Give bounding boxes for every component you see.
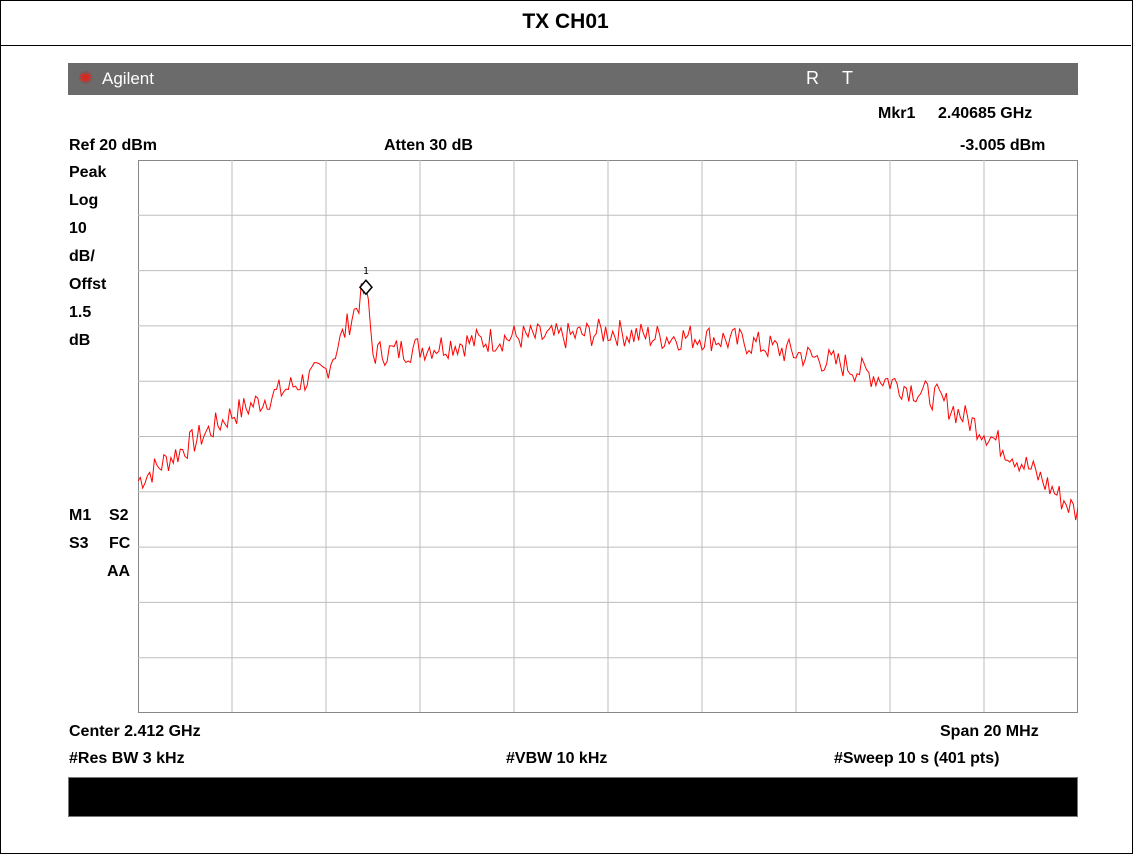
- title-row: TX CH01: [0, 0, 1131, 46]
- marker-frequency: 2.40685 GHz: [938, 105, 1033, 122]
- sweep-time: #Sweep 10 s (401 pts): [834, 750, 1000, 767]
- offset-unit: dB: [69, 332, 91, 349]
- offset-label: Offst: [69, 276, 107, 293]
- spectrum-trace: [138, 283, 1078, 521]
- trace-mode-fc: FC: [109, 535, 131, 552]
- offset-value: 1.5: [69, 304, 92, 321]
- detector-label: Peak: [69, 164, 107, 181]
- analyzer-banner: ✺ Agilent R T: [68, 63, 1078, 95]
- marker-diamond: [358, 279, 373, 296]
- video-bandwidth: #VBW 10 kHz: [506, 750, 608, 767]
- remote-flag: R: [806, 68, 819, 88]
- center-frequency: Center 2.412 GHz: [69, 723, 201, 740]
- agilent-spark-icon: ✺: [78, 68, 94, 88]
- page-title: TX CH01: [522, 10, 609, 33]
- trace-mode-aa: AA: [107, 563, 131, 580]
- marker-number: 1: [363, 266, 369, 277]
- trace-mode-m1: M1: [69, 507, 92, 524]
- scale-value: 10: [69, 220, 87, 237]
- marker-level: -3.005 dBm: [960, 137, 1046, 154]
- marker-label: Mkr1: [878, 105, 916, 122]
- scale-type-label: Log: [69, 192, 99, 209]
- trigger-flag: T: [842, 68, 853, 88]
- marker-layer: 1: [358, 266, 373, 296]
- spectrum-plot: 1: [138, 160, 1078, 713]
- reference-level: Ref 20 dBm: [69, 137, 158, 154]
- scale-unit: dB/: [69, 248, 95, 265]
- status-bar: [68, 777, 1078, 817]
- span: Span 20 MHz: [940, 723, 1039, 740]
- resolution-bandwidth: #Res BW 3 kHz: [69, 750, 185, 767]
- trace-mode-s2: S2: [109, 507, 129, 524]
- trace-mode-s3: S3: [69, 535, 89, 552]
- attenuation: Atten 30 dB: [384, 137, 473, 154]
- brand-label: Agilent: [102, 69, 154, 88]
- plot-grid: [138, 160, 1078, 713]
